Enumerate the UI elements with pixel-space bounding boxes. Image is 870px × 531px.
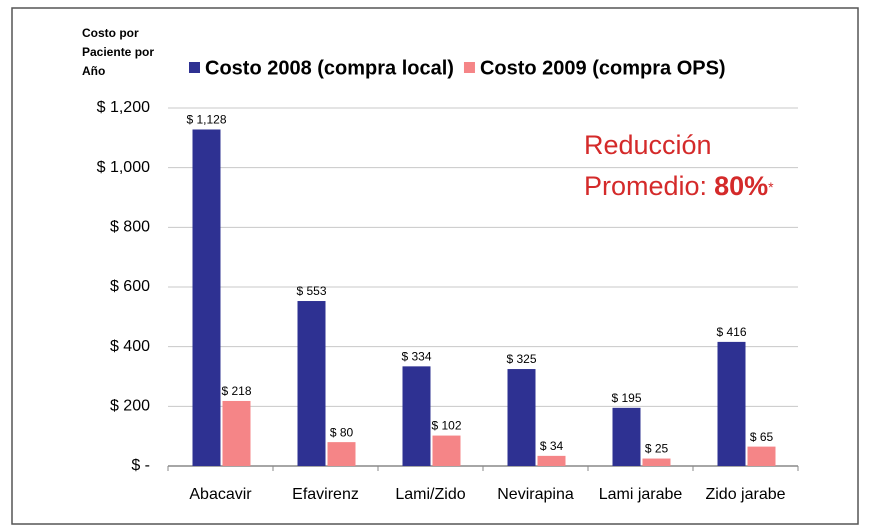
y-tick-label: $ 600 (110, 278, 150, 295)
data-label: $ 416 (716, 325, 746, 339)
y-axis-label: Costo por (82, 26, 139, 40)
legend-label: Costo 2009 (compra OPS) (480, 57, 726, 79)
x-tick-label: Zido jarabe (705, 486, 785, 503)
data-label: $ 1,128 (186, 113, 226, 127)
data-label: $ 80 (330, 425, 354, 439)
bar (537, 455, 566, 466)
x-tick-label: Lami jarabe (599, 486, 683, 503)
legend-swatch (189, 62, 200, 73)
legend-label: Costo 2008 (compra local) (205, 57, 454, 79)
legend-swatch (463, 62, 475, 73)
y-axis-label: Paciente por (82, 45, 154, 59)
data-label: $ 334 (401, 350, 431, 364)
y-axis-label: Año (82, 64, 105, 78)
x-tick-label: Efavirenz (292, 486, 359, 503)
bar (717, 341, 746, 466)
bar (612, 407, 641, 466)
data-label: $ 34 (540, 439, 564, 453)
x-tick-label: Nevirapina (497, 486, 574, 503)
data-label: $ 102 (431, 419, 461, 433)
bar (327, 442, 356, 466)
bar (507, 369, 536, 466)
annotation-highlight: 80% (714, 171, 768, 201)
data-label: $ 25 (645, 442, 669, 456)
y-tick-label: $ - (131, 457, 150, 474)
bar (222, 400, 251, 466)
y-tick-label: $ 1,200 (97, 99, 150, 116)
bar (432, 435, 461, 466)
bar (642, 458, 671, 466)
bar (747, 446, 776, 466)
annotation-mark: * (768, 179, 774, 195)
bar (192, 129, 221, 467)
data-label: $ 195 (611, 391, 641, 405)
y-tick-label: $ 1,000 (97, 159, 150, 176)
x-tick-label: Abacavir (189, 486, 252, 503)
annotation: Reducción (584, 130, 712, 160)
frame (11, 7, 859, 525)
y-tick-label: $ 800 (110, 219, 150, 236)
x-tick-label: Lami/Zido (395, 486, 465, 503)
bar (297, 301, 326, 466)
y-tick-label: $ 200 (110, 398, 150, 415)
data-label: $ 553 (296, 284, 326, 298)
data-label: $ 218 (221, 384, 251, 398)
annotation: Promedio: 80%* (584, 171, 774, 201)
data-label: $ 65 (750, 430, 774, 444)
data-label: $ 325 (506, 352, 536, 366)
y-tick-label: $ 400 (110, 338, 150, 355)
bar (402, 366, 431, 466)
annotation-text: Promedio: (584, 171, 707, 201)
